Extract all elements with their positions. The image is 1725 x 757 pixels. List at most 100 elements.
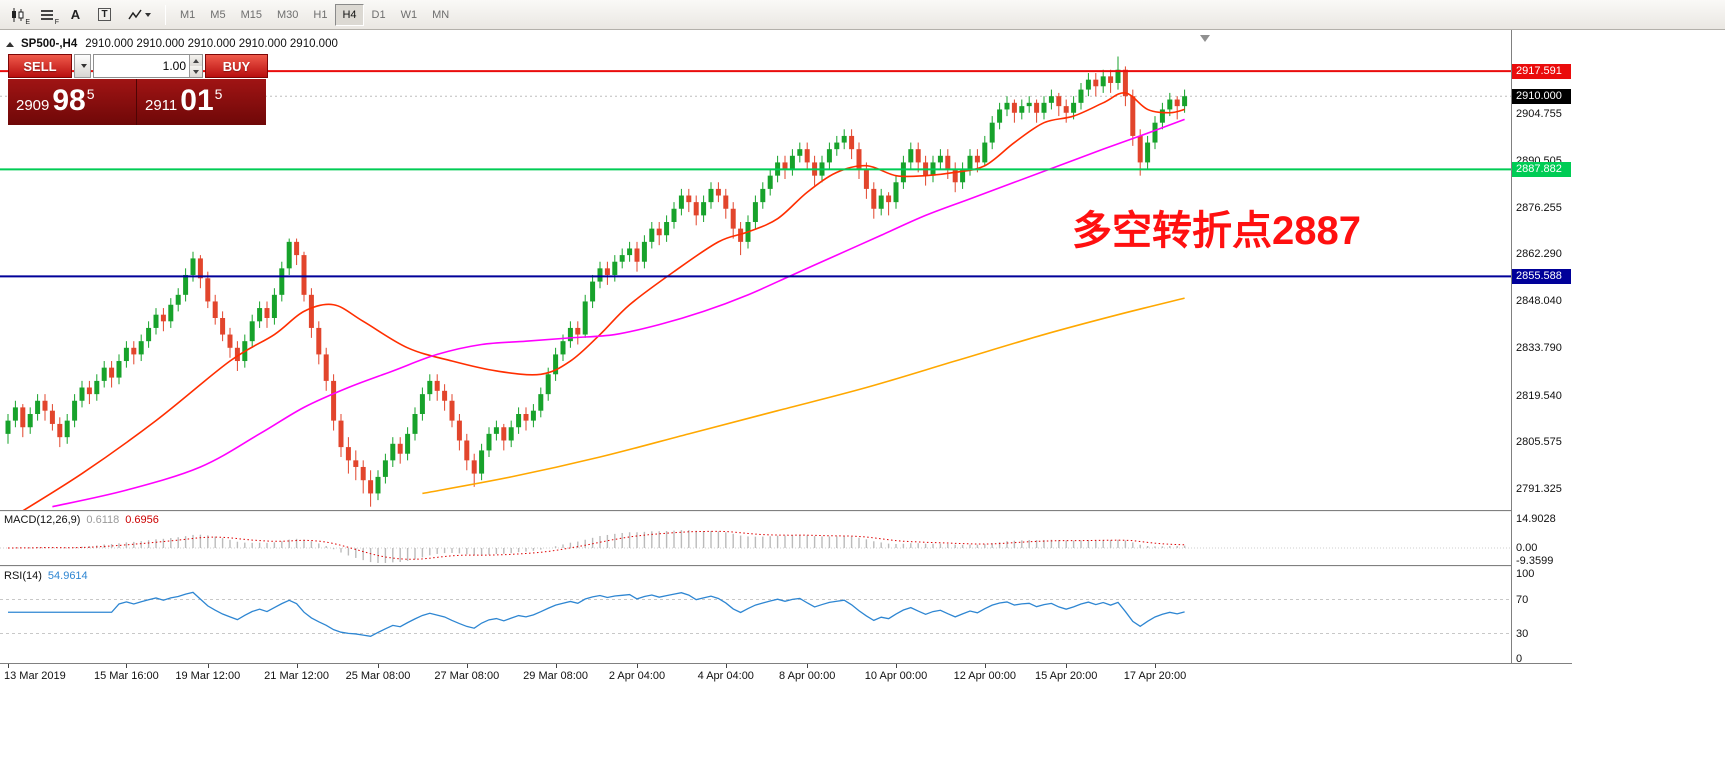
candle-body xyxy=(138,341,144,355)
candle-body xyxy=(1159,109,1165,123)
sell-button[interactable]: SELL xyxy=(8,54,72,78)
timeframe-button-m30[interactable]: M30 xyxy=(270,4,305,26)
candle-body xyxy=(886,195,892,203)
candle-body xyxy=(101,367,107,381)
timeframe-button-h4[interactable]: H4 xyxy=(335,3,364,26)
time-axis-label: 25 Mar 08:00 xyxy=(345,670,411,682)
timeframe-button-m1[interactable]: M1 xyxy=(173,4,202,26)
price-scale[interactable]: 2904.755 2890.505 2876.255 2862.290 2848.040… xyxy=(1512,30,1572,665)
macd-label: MACD(12,26,9) xyxy=(4,514,81,526)
candle-body xyxy=(234,347,240,362)
macd-signal-line xyxy=(7,530,1185,560)
timeframe-button-mn[interactable]: MN xyxy=(425,4,456,26)
font-tool-icon[interactable]: A xyxy=(62,3,89,26)
rsi-label-row: RSI(14) 54.9614 xyxy=(4,570,88,582)
candle-body xyxy=(597,268,603,282)
candle-body xyxy=(316,327,322,355)
candle-body xyxy=(1078,89,1084,103)
buy-button[interactable]: BUY xyxy=(205,54,268,78)
time-axis-tick xyxy=(896,664,897,668)
price-scale-label: 2805.575 xyxy=(1516,435,1562,448)
rsi-panel-canvas[interactable] xyxy=(0,567,1511,662)
main-chart-canvas[interactable] xyxy=(0,30,1511,510)
volume-input[interactable] xyxy=(94,55,189,77)
time-axis-tick xyxy=(8,664,9,668)
candle-body xyxy=(767,175,773,189)
current-price-tag: 2910.000 xyxy=(1512,88,1571,104)
candle-body xyxy=(308,294,314,328)
candle-body xyxy=(49,410,55,424)
candle-body xyxy=(612,261,618,275)
candle-body xyxy=(153,314,159,328)
chart-annotation-text: 多空转折点2887 xyxy=(1072,209,1361,253)
candle-body xyxy=(449,400,455,421)
candle-body xyxy=(1026,102,1032,107)
candle-body xyxy=(1034,102,1040,113)
ask-price-sup: 5 xyxy=(214,86,223,102)
time-axis-label: 12 Apr 00:00 xyxy=(953,670,1016,682)
candle-body xyxy=(649,228,655,242)
candle-body xyxy=(590,281,596,302)
candle-body xyxy=(57,423,63,438)
bar-chart-icon[interactable]: F xyxy=(33,3,60,26)
candle-body xyxy=(982,142,988,163)
candle-body xyxy=(35,400,41,414)
candle-body xyxy=(523,414,529,421)
macd-scale-label: 14.9028 xyxy=(1516,513,1556,525)
candle-body xyxy=(1145,142,1151,163)
candle-body xyxy=(560,341,566,355)
panel-splitter[interactable] xyxy=(0,565,1572,566)
time-axis-label: 13 Mar 2019 xyxy=(4,670,66,682)
candle-body xyxy=(974,155,980,163)
candle-body xyxy=(190,258,196,275)
timeframe-button-d1[interactable]: D1 xyxy=(365,4,393,26)
candle-body xyxy=(960,169,966,183)
macd-panel-canvas[interactable] xyxy=(0,512,1511,564)
timeframe-button-m5[interactable]: M5 xyxy=(203,4,232,26)
candle-body xyxy=(1137,135,1143,163)
candle-body xyxy=(331,380,337,421)
candle-body xyxy=(789,155,795,170)
candle-body xyxy=(1048,96,1054,103)
candle-body xyxy=(937,155,943,163)
time-axis[interactable]: 13 Mar 2019 15 Mar 16:00 19 Mar 12:00 21 Ma… xyxy=(0,664,1572,690)
timeframe-button-w1[interactable]: W1 xyxy=(394,4,425,26)
candle-body xyxy=(893,182,899,203)
panel-splitter[interactable] xyxy=(0,510,1572,511)
text-tool-icon[interactable]: T xyxy=(91,3,118,26)
macd-scale-label: -9.3599 xyxy=(1516,555,1554,567)
candle-body xyxy=(900,162,906,183)
volume-decrease-button[interactable] xyxy=(190,66,202,77)
time-axis-border xyxy=(0,663,1572,664)
zigzag-glyph xyxy=(128,9,142,19)
timeframe-button-m15[interactable]: M15 xyxy=(234,4,269,26)
line-studies-icon[interactable] xyxy=(120,3,158,26)
one-click-panel-toggle-icon[interactable] xyxy=(6,41,14,47)
candle-body xyxy=(538,394,544,411)
volume-dropdown-button[interactable] xyxy=(74,54,91,78)
bid-price-button[interactable]: 2909 98 5 xyxy=(8,79,137,125)
volume-increase-button[interactable] xyxy=(190,55,202,66)
timeframe-group: M1 M5 M15 M30 H1 H4 D1 W1 MN xyxy=(173,3,456,26)
candlestick-glyph xyxy=(11,7,23,22)
timeframe-button-h1[interactable]: H1 xyxy=(306,4,334,26)
candle-body xyxy=(279,268,285,295)
support-hline-tag: 2855.588 xyxy=(1512,268,1571,284)
candlestick-chart-icon[interactable]: E xyxy=(4,3,31,26)
candle-body xyxy=(1011,102,1017,113)
rsi-line xyxy=(8,591,1185,637)
time-axis-label: 8 Apr 00:00 xyxy=(779,670,836,682)
chart-shift-marker-icon[interactable] xyxy=(1200,35,1210,42)
candle-body xyxy=(1085,79,1091,90)
candle-body xyxy=(804,149,810,163)
triangle-down-icon xyxy=(193,69,199,74)
price-scale-label: 2862.290 xyxy=(1516,248,1562,261)
candle-body xyxy=(1056,96,1062,107)
triangle-up-icon xyxy=(193,58,199,63)
toolbar: E F A T M1 M5 M15 M30 H1 H4 D1 W1 MN xyxy=(0,0,1725,30)
candle-body xyxy=(915,149,921,163)
candle-body xyxy=(264,308,270,318)
bid-price-small: 2909 xyxy=(16,97,50,114)
ask-price-button[interactable]: 2911 01 5 xyxy=(137,79,266,125)
chart-title-row: SP500-,H4 2910.000 2910.000 2910.000 291… xyxy=(6,38,338,50)
